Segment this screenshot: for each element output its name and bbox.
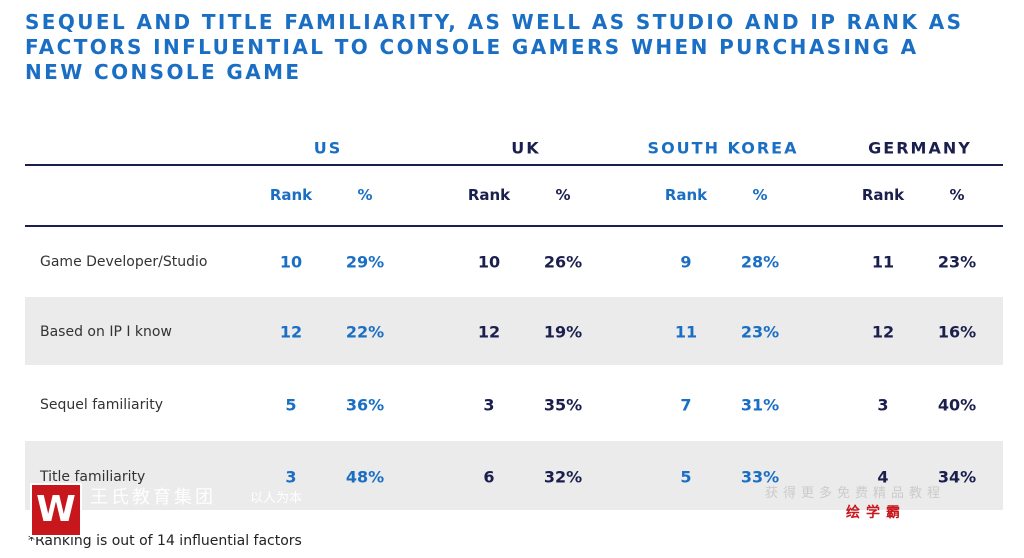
country-header: UK <box>511 138 541 158</box>
row-label: Sequel familiarity <box>40 397 164 413</box>
watermark: 绘学霸 <box>846 505 906 521</box>
watermark: 以人为本 <box>250 491 303 506</box>
rank-cell: 6 <box>483 467 495 487</box>
percent-cell: 35% <box>543 395 583 415</box>
rank-cell: 9 <box>680 252 692 272</box>
rank-header: Rank <box>269 186 313 204</box>
row-band <box>25 297 1003 365</box>
country-header: US <box>313 138 343 158</box>
percent-cell: 32% <box>543 467 583 487</box>
rank-cell: 3 <box>285 467 297 487</box>
rank-header: Rank <box>467 186 511 204</box>
rank-cell: 4 <box>877 467 889 487</box>
percent-cell: 33% <box>740 467 780 487</box>
rank-cell: 3 <box>877 395 889 415</box>
percent-header: % <box>555 186 571 204</box>
rank-cell: 12 <box>871 322 895 342</box>
rank-cell: 11 <box>674 322 698 342</box>
percent-cell: 31% <box>740 395 780 415</box>
rank-cell: 7 <box>680 395 692 415</box>
percent-header: % <box>357 186 373 204</box>
percent-cell: 16% <box>937 322 977 342</box>
watermark: 获得更多免费精品教程 <box>765 486 946 501</box>
row-label: Game Developer/Studio <box>40 254 208 270</box>
rank-cell: 12 <box>477 322 501 342</box>
percent-cell: 34% <box>937 467 977 487</box>
country-header: GERMANY <box>868 138 972 158</box>
watermark-logo: W <box>30 483 82 537</box>
percent-cell: 40% <box>937 395 977 415</box>
title: Sequel and title familiarity, as well as… <box>25 10 964 84</box>
rank-cell: 5 <box>680 467 692 487</box>
footnote: *Ranking is out of 14 influential factor… <box>28 533 302 549</box>
rank-cell: 10 <box>477 252 501 272</box>
rank-cell: 5 <box>285 395 297 415</box>
percent-cell: 36% <box>345 395 385 415</box>
row-band <box>25 441 1003 510</box>
watermark: 王氏教育集团 <box>90 487 216 508</box>
rank-cell: 11 <box>871 252 895 272</box>
rank-header: Rank <box>664 186 708 204</box>
percent-cell: 48% <box>345 467 385 487</box>
rank-cell: 10 <box>279 252 303 272</box>
percent-cell: 28% <box>740 252 780 272</box>
country-header: SOUTH KOREA <box>647 138 799 158</box>
percent-cell: 23% <box>937 252 977 272</box>
rank-header: Rank <box>861 186 905 204</box>
header-rule <box>25 164 1003 166</box>
rank-cell: 12 <box>279 322 303 342</box>
percent-cell: 19% <box>543 322 583 342</box>
percent-cell: 22% <box>345 322 385 342</box>
percent-header: % <box>949 186 965 204</box>
row-label: Title familiarity <box>40 469 146 485</box>
percent-cell: 26% <box>543 252 583 272</box>
rank-cell: 3 <box>483 395 495 415</box>
percent-header: % <box>752 186 768 204</box>
percent-cell: 29% <box>345 252 385 272</box>
row-label: Based on IP I know <box>40 324 172 340</box>
subheader-rule <box>25 225 1003 227</box>
percent-cell: 23% <box>740 322 780 342</box>
